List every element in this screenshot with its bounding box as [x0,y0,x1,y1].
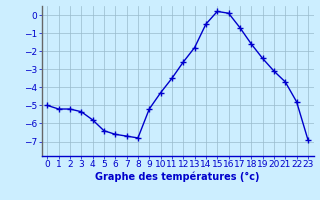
X-axis label: Graphe des températures (°c): Graphe des températures (°c) [95,172,260,182]
